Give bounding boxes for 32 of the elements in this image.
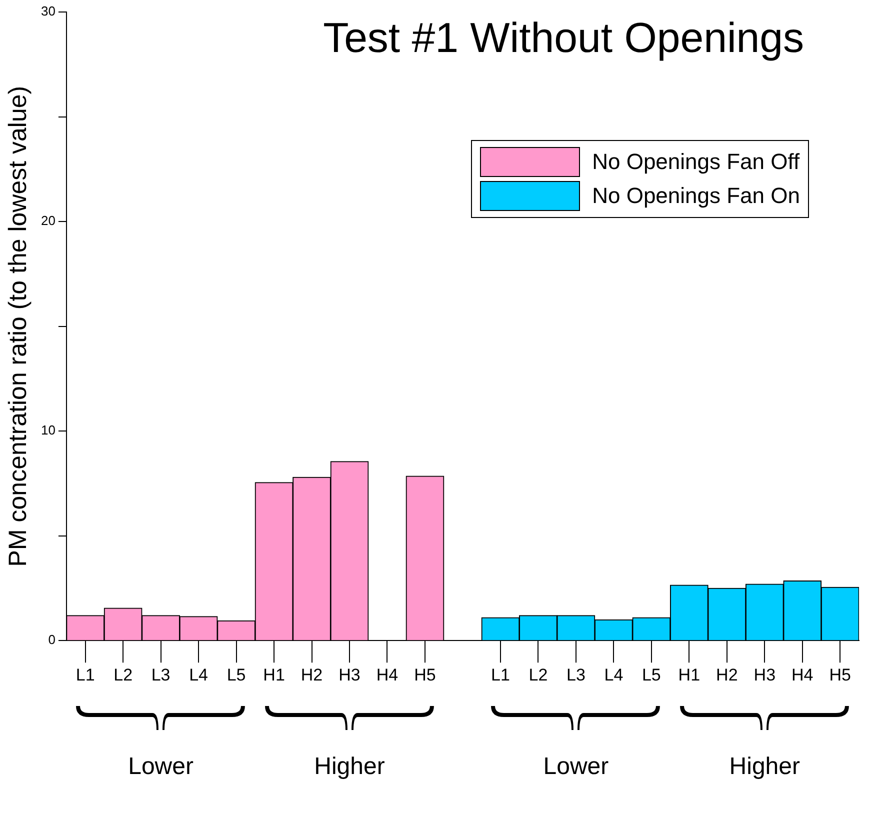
x-tick-label: H1 [678, 665, 700, 684]
x-tick-label: H5 [829, 665, 851, 684]
x-tick-label: L1 [491, 665, 510, 684]
x-tick-label: H2 [300, 665, 323, 684]
x-tick-label: H4 [376, 665, 398, 684]
x-tick-label: L1 [76, 665, 95, 684]
legend-label: No Openings Fan Off [592, 149, 800, 175]
x-tick-label: L4 [604, 665, 624, 684]
x-tick-label: H4 [792, 665, 814, 684]
y-tick-label: 20 [40, 213, 56, 228]
chart-title: Test #1 Without Openings [323, 14, 804, 62]
x-tick-label: H5 [414, 665, 436, 684]
x-tick-label: H3 [338, 665, 360, 684]
y-tick-label: 30 [40, 4, 56, 19]
y-tick-label: 10 [40, 422, 56, 438]
x-tick-label: L3 [151, 665, 170, 684]
text: Lower [127, 752, 194, 781]
x-tick-label: L4 [189, 665, 208, 684]
y-axis-title: PM concentration ratio (to the lowest value) [4, 86, 32, 567]
x-tick-label: H2 [716, 665, 738, 684]
text: Higher [728, 752, 801, 781]
legend-label: No Openings Fan On [592, 183, 800, 209]
x-tick-label: H3 [754, 665, 776, 684]
text: Lower [542, 752, 610, 781]
x-tick-label: L2 [114, 665, 133, 684]
y-tick-label: 0 [48, 632, 56, 648]
x-tick-label: L5 [642, 665, 661, 684]
x-tick-label: L2 [528, 665, 548, 684]
x-tick-label: H1 [263, 665, 285, 684]
text: Higher [313, 752, 386, 781]
x-tick-label: L5 [226, 665, 246, 684]
x-tick-label: L3 [566, 665, 586, 684]
